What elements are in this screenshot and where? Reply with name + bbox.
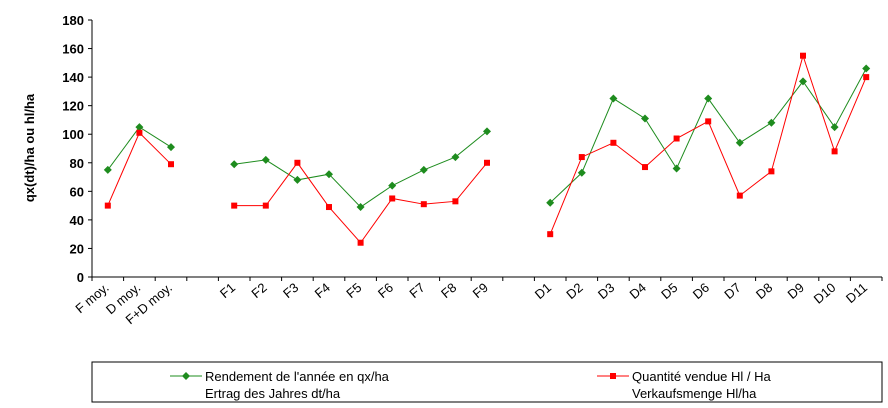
y-axis-label: qx(dt)/ha ou hl/ha [22,93,37,202]
legend-label: Rendement de l'année en qx/ha [205,369,390,384]
y-tick-label: 120 [62,99,84,114]
marker [547,231,554,238]
marker [735,138,744,147]
marker [609,94,618,103]
x-tick-label: F2 [248,280,269,301]
legend-marker [182,372,190,380]
marker [168,161,174,168]
x-tick-label: D1 [532,280,554,302]
x-tick-label: D3 [595,280,617,302]
marker [452,198,459,205]
marker [325,170,333,179]
marker [420,201,427,208]
x-tick-label: D6 [690,280,712,302]
marker [451,153,460,162]
marker [293,175,302,184]
marker [135,123,144,132]
marker [641,114,649,123]
series-line [107,131,172,206]
x-tick-label: F3 [280,280,301,301]
x-tick-label: F5 [343,280,364,301]
x-tick-label: F moy. [72,280,111,316]
series-line [549,53,867,235]
marker [577,168,586,177]
series-line [549,68,867,204]
x-tick-label: F4 [312,280,333,301]
marker [103,165,112,174]
marker [262,202,269,209]
marker [704,94,713,103]
marker [230,160,239,169]
x-tick-label: D9 [785,280,807,302]
marker [231,202,238,209]
legend-label: Ertrag des Jahres dt/ha [205,386,341,401]
marker [673,135,680,142]
marker [419,165,428,174]
marker [863,74,870,81]
marker [800,52,806,59]
marker [736,192,743,199]
series-line [234,130,488,208]
marker [831,148,838,155]
y-tick-label: 60 [70,184,84,199]
x-tick-label: D2 [563,280,585,302]
marker [610,139,617,146]
legend-marker [610,373,616,379]
marker [294,159,301,166]
marker [389,195,396,202]
x-tick-label: F6 [375,280,396,301]
series-line [234,161,488,244]
y-tick-label: 80 [70,156,84,171]
legend-label: Verkaufsmenge Hl/ha [632,386,757,401]
x-tick-label: D7 [721,280,743,302]
y-tick-label: 20 [70,241,84,256]
legend-box [91,361,883,403]
marker [261,155,270,164]
x-tick-label: F7 [406,280,427,301]
y-tick-label: 0 [77,270,84,285]
x-tick-label: F8 [438,280,459,301]
x-tick-label: D10 [811,280,839,307]
marker [767,118,776,127]
x-tick-label: F9 [470,280,491,301]
marker [705,118,712,125]
marker [326,204,332,211]
marker [167,143,175,152]
marker [357,239,364,246]
x-tick-label: F1 [217,280,238,301]
marker [484,159,490,166]
marker [672,164,681,173]
marker [356,203,365,212]
marker [768,168,775,175]
marker [104,202,111,209]
x-tick-label: D4 [627,280,649,302]
x-tick-label: D5 [658,280,680,302]
marker [546,198,555,207]
marker [388,181,397,190]
x-tick-label: D8 [753,280,775,302]
marker [799,77,807,86]
y-tick-label: 140 [62,70,84,85]
y-tick-label: 160 [62,42,84,57]
x-tick-label: D11 [843,280,870,306]
y-tick-label: 100 [62,127,84,142]
marker [483,127,491,136]
marker [830,123,839,132]
marker [862,64,871,73]
marker [642,164,648,171]
y-tick-label: 180 [62,13,84,28]
marker [136,129,143,136]
marker [578,154,585,161]
y-tick-label: 40 [70,213,84,228]
legend-label: Quantité vendue Hl / Ha [632,369,772,384]
